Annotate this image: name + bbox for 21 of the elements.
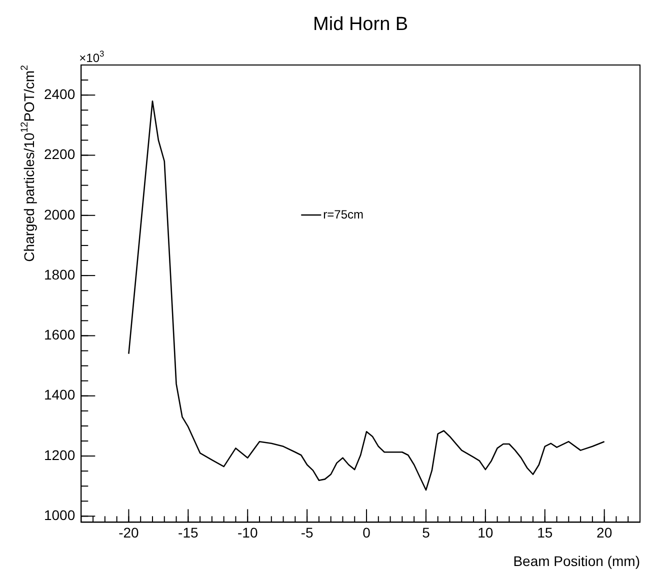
y-tick-label: 1000 [44, 507, 76, 524]
y-tick-label: 1600 [44, 326, 76, 343]
chart-title: Mid Horn B [313, 14, 408, 35]
y-tick-label: 2200 [44, 146, 76, 162]
legend-label: r=75cm [323, 207, 364, 222]
x-axis-title: Beam Position (mm) [513, 553, 640, 570]
x-tick-label: -10 [237, 524, 258, 540]
x-tick-label: 20 [596, 524, 612, 540]
y-tick-label: 2400 [44, 86, 76, 102]
x-tick-label: 5 [422, 524, 430, 540]
y-tick-label: 1800 [44, 266, 76, 282]
x-tick-label: -5 [300, 524, 314, 540]
y-tick-label: 1400 [44, 386, 76, 403]
x-tick-label: -20 [118, 524, 140, 540]
x-tick-label: -15 [178, 524, 198, 540]
x-tick-label: 15 [537, 524, 553, 540]
y-tick-label: 1200 [44, 446, 76, 463]
y-axis-title: Charged particles/1012POT/cm2 [20, 64, 37, 262]
x-tick-label: 10 [478, 524, 494, 540]
x-tick-label: 0 [362, 524, 371, 540]
y-tick-label: 2000 [44, 206, 76, 222]
